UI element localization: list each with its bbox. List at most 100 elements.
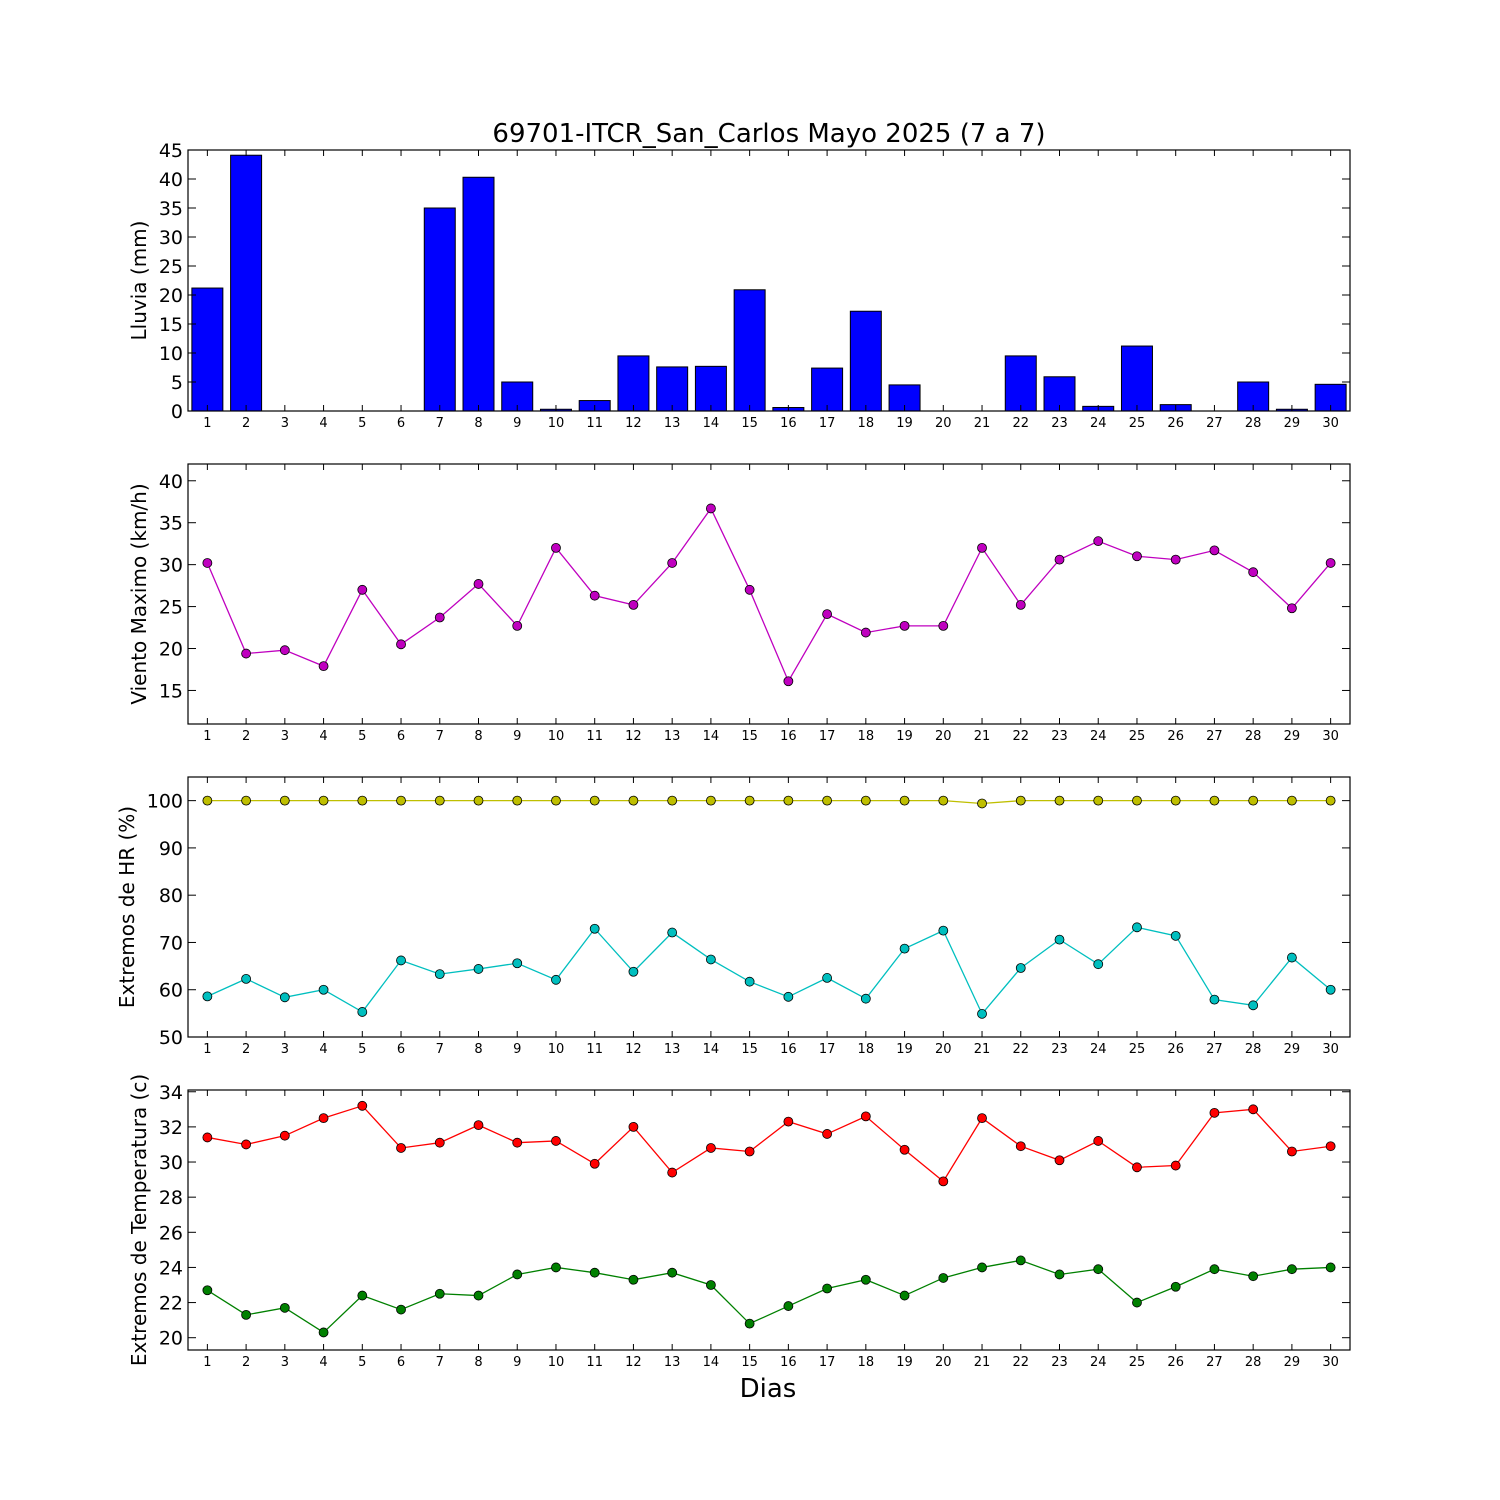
x-tick-label: 8 — [474, 416, 482, 431]
x-tick-label: 19 — [896, 416, 913, 431]
bar-day-7 — [423, 207, 456, 412]
y-tick-label: 26 — [159, 1222, 183, 1244]
x-tick-label: 22 — [1012, 729, 1029, 744]
x-tick-label: 24 — [1090, 729, 1107, 744]
series-1-point-day-15 — [744, 795, 755, 806]
y-tick-label: 30 — [159, 1152, 183, 1174]
x-tick-label: 15 — [741, 416, 758, 431]
y-tick-label: 45 — [159, 140, 183, 162]
x-tick-label: 25 — [1129, 1355, 1146, 1370]
x-tick-label: 2 — [242, 416, 250, 431]
x-tick-label: 26 — [1167, 1355, 1184, 1370]
x-tick-label: 25 — [1129, 416, 1146, 431]
x-tick-label: 7 — [436, 416, 444, 431]
series-1-point-day-6 — [396, 1143, 406, 1153]
y-tick-label: 60 — [159, 980, 183, 1002]
x-tick-label: 21 — [974, 729, 991, 744]
series-1-point-day-4 — [318, 795, 329, 806]
y-tick-label: 25 — [159, 597, 183, 619]
x-tick-label: 4 — [319, 1042, 327, 1057]
series-1-point-day-30 — [1325, 1141, 1336, 1152]
y-tick-label: 100 — [147, 791, 183, 813]
series-1-point-day-14 — [706, 1143, 716, 1153]
x-tick-label: 16 — [780, 729, 797, 744]
x-tick-label: 27 — [1206, 1042, 1223, 1057]
series-1-point-day-21 — [977, 1113, 987, 1124]
series-1-point-day-26 — [1170, 795, 1181, 806]
series-1-point-day-24 — [1093, 536, 1104, 547]
x-tick-label: 11 — [586, 416, 603, 431]
x-tick-label: 20 — [935, 729, 952, 744]
series-1-point-day-16 — [783, 795, 794, 806]
series-2-point-day-29 — [1287, 952, 1297, 963]
series-2-point-day-25 — [1132, 1297, 1142, 1308]
series-1-point-day-13 — [667, 558, 678, 568]
x-tick-label: 8 — [474, 1355, 482, 1370]
series-2-point-day-16 — [783, 991, 794, 1002]
x-tick-label: 25 — [1129, 1042, 1146, 1057]
plot-frame — [187, 463, 1351, 725]
series-2-point-day-2 — [241, 1309, 252, 1320]
series-1-point-day-30 — [1325, 795, 1336, 806]
y-axis-label: Viento Maximo (km/h) — [127, 483, 151, 704]
y-tick-label: 80 — [159, 885, 183, 907]
series-1-point-day-17 — [822, 1129, 832, 1139]
plot-frame — [187, 149, 1351, 412]
series-1-point-day-11 — [589, 590, 600, 601]
y-tick-label: 20 — [159, 639, 183, 661]
series-2-point-day-27 — [1209, 1264, 1220, 1275]
x-tick-label: 23 — [1051, 729, 1068, 744]
series-1-point-day-28 — [1248, 795, 1259, 806]
series-1-point-day-27 — [1209, 795, 1220, 806]
series-1-point-day-1 — [202, 795, 213, 806]
series-1-point-day-25 — [1132, 795, 1142, 806]
series-2-point-day-22 — [1015, 963, 1026, 973]
series-2-point-day-23 — [1054, 934, 1065, 945]
y-tick-label: 20 — [159, 1328, 183, 1350]
series-2-point-day-7 — [434, 969, 445, 980]
y-tick-label: 20 — [159, 285, 183, 307]
series-1-point-day-19 — [899, 795, 910, 806]
x-tick-label: 2 — [242, 1042, 250, 1057]
x-tick-label: 30 — [1322, 416, 1339, 431]
x-tick-label: 10 — [548, 416, 565, 431]
x-tick-label: 16 — [780, 1042, 797, 1057]
series-2-point-day-30 — [1325, 984, 1336, 995]
y-axis-label: Lluvia (mm) — [127, 221, 151, 341]
series-1-point-day-19 — [899, 1144, 910, 1155]
series-2-point-day-16 — [783, 1301, 794, 1311]
x-tick-label: 9 — [513, 1042, 521, 1057]
x-tick-label: 4 — [319, 1355, 327, 1370]
x-tick-label: 28 — [1245, 416, 1262, 431]
x-tick-label: 9 — [513, 1355, 521, 1370]
series-1-point-day-17 — [822, 795, 832, 806]
x-tick-label: 13 — [664, 729, 681, 744]
x-tick-label: 5 — [358, 416, 366, 431]
series-1-point-day-10 — [551, 1136, 561, 1146]
series-1-point-day-6 — [396, 639, 406, 650]
series-2-point-day-17 — [822, 973, 832, 983]
x-tick-label: 4 — [319, 729, 327, 744]
series-line-2 — [207, 926, 1332, 1016]
series-2-point-day-3 — [279, 1302, 290, 1313]
x-tick-label: 20 — [935, 1042, 952, 1057]
series-1-point-day-18 — [860, 627, 871, 638]
y-tick-label: 70 — [159, 932, 183, 954]
x-tick-label: 15 — [741, 1042, 758, 1057]
x-tick-label: 1 — [203, 1355, 211, 1370]
x-tick-label: 9 — [513, 416, 521, 431]
x-tick-label: 25 — [1129, 729, 1146, 744]
series-2-point-day-5 — [357, 1007, 368, 1017]
x-tick-label: 7 — [436, 729, 444, 744]
x-tick-label: 1 — [203, 1042, 211, 1057]
series-1-point-day-4 — [318, 1113, 329, 1124]
x-tick-label: 10 — [548, 1042, 565, 1057]
x-tick-label: 2 — [242, 729, 250, 744]
series-2-point-day-14 — [706, 954, 716, 965]
series-1-point-day-27 — [1209, 545, 1220, 556]
x-tick-label: 29 — [1284, 1355, 1301, 1370]
series-2-point-day-9 — [512, 958, 523, 969]
series-1-point-day-25 — [1132, 1162, 1142, 1173]
series-1-point-day-12 — [628, 600, 639, 610]
